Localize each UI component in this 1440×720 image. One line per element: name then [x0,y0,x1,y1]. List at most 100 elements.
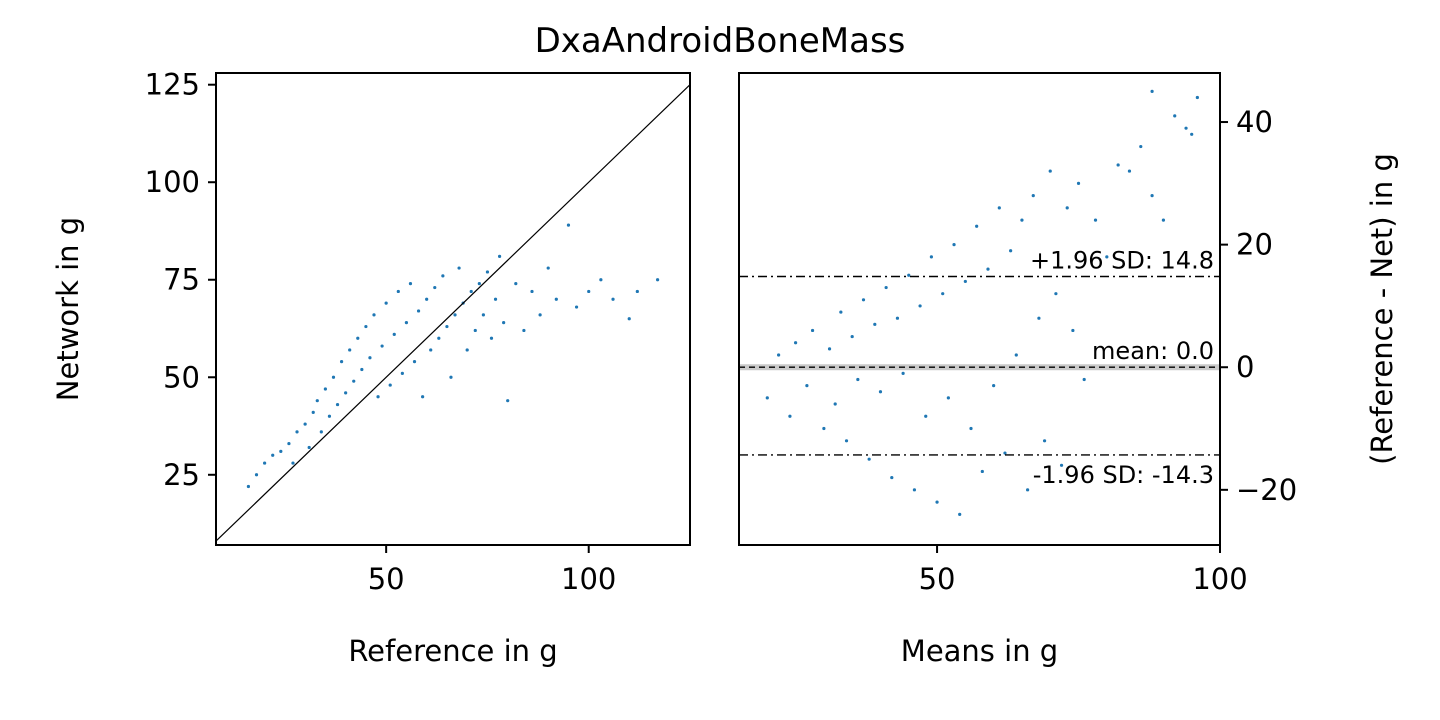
scatter-points [765,89,1199,516]
data-point [986,267,990,271]
y-axis-label: Network in g [51,217,85,401]
data-point [465,348,469,352]
mean-label: mean: 0.0 [1092,337,1214,365]
data-point [1082,377,1086,382]
data-point [400,371,404,375]
data-point [856,377,860,382]
data-point [901,371,905,375]
data-point [376,395,380,399]
data-point [850,334,854,339]
data-point [1014,353,1018,357]
data-point [396,289,400,294]
data-point [368,356,372,360]
data-point [311,410,315,414]
data-point [1059,463,1064,467]
x-tick-label: 50 [368,562,405,596]
data-point [1093,218,1098,222]
y-tick-label: 50 [163,360,200,394]
data-point [1009,249,1013,253]
data-point [844,439,849,443]
data-point [348,348,352,352]
data-point [425,297,429,301]
data-point [307,445,311,450]
data-point [1195,95,1199,100]
data-point [627,317,631,321]
data-point [489,336,494,340]
data-point [907,273,911,277]
data-point [969,426,973,431]
plot-frame [215,72,691,546]
data-point [493,297,498,301]
data-point [1003,451,1007,455]
data-point [327,414,332,418]
data-point [380,344,384,348]
data-point [1184,126,1188,130]
data-point [453,313,457,317]
data-point [295,430,299,434]
data-point [918,304,922,308]
y-tick-label: 0 [1236,350,1254,384]
data-point [530,289,534,294]
data-point [822,426,826,431]
data-point [777,353,781,357]
data-point [941,292,945,296]
data-point [1150,89,1154,93]
data-point [861,298,866,302]
y-tick-label: 100 [145,165,200,199]
data-point [473,328,477,333]
data-point [481,313,485,317]
data-point [344,391,348,395]
y-tick-label: 25 [163,458,200,492]
data-point [291,461,295,465]
x-axis-label: Means in g [901,634,1058,668]
data-point [538,313,542,317]
data-point [765,396,769,400]
data-point [404,321,409,325]
data-point [429,348,433,352]
reference-lines: +1.96 SD: 14.8 mean: 0.0 -1.96 SD: -14.3 [739,247,1220,489]
data-point [833,402,837,406]
data-point [364,324,368,329]
data-point [421,395,425,399]
data-point [1076,181,1081,185]
data-point [975,224,979,228]
data-point [339,360,344,364]
data-point [867,457,871,461]
data-point [587,289,591,294]
y-tick-label: −20 [1236,473,1297,507]
data-point [514,282,518,286]
data-point [392,332,396,336]
data-point [611,297,615,301]
scatter-points [246,223,660,489]
data-point [946,396,950,400]
y-tick-label: 75 [163,263,200,297]
data-point [1026,488,1030,492]
data-point [1127,169,1132,173]
x-tick-label: 100 [561,562,616,596]
data-point [793,341,798,345]
data-point [554,297,558,301]
data-point [958,512,962,516]
y-tick-label: 125 [145,68,200,102]
data-point [963,279,967,284]
reference-lines [215,84,691,542]
data-point [1105,255,1109,259]
y-axis-ticks: 25 50 75 100 125 [145,68,216,492]
data-point [912,488,917,492]
data-point [352,379,356,383]
data-point [878,390,883,394]
data-point [599,278,603,282]
data-point [287,441,291,446]
y-tick-label: 20 [1236,228,1273,262]
data-point [929,255,934,259]
data-point [279,449,283,453]
data-point [477,282,481,286]
data-point [952,243,956,247]
data-point [412,360,417,364]
upper-limit-label: +1.96 SD: 14.8 [1030,247,1214,275]
data-point [449,375,453,379]
data-point [331,375,336,379]
data-point [303,422,307,426]
